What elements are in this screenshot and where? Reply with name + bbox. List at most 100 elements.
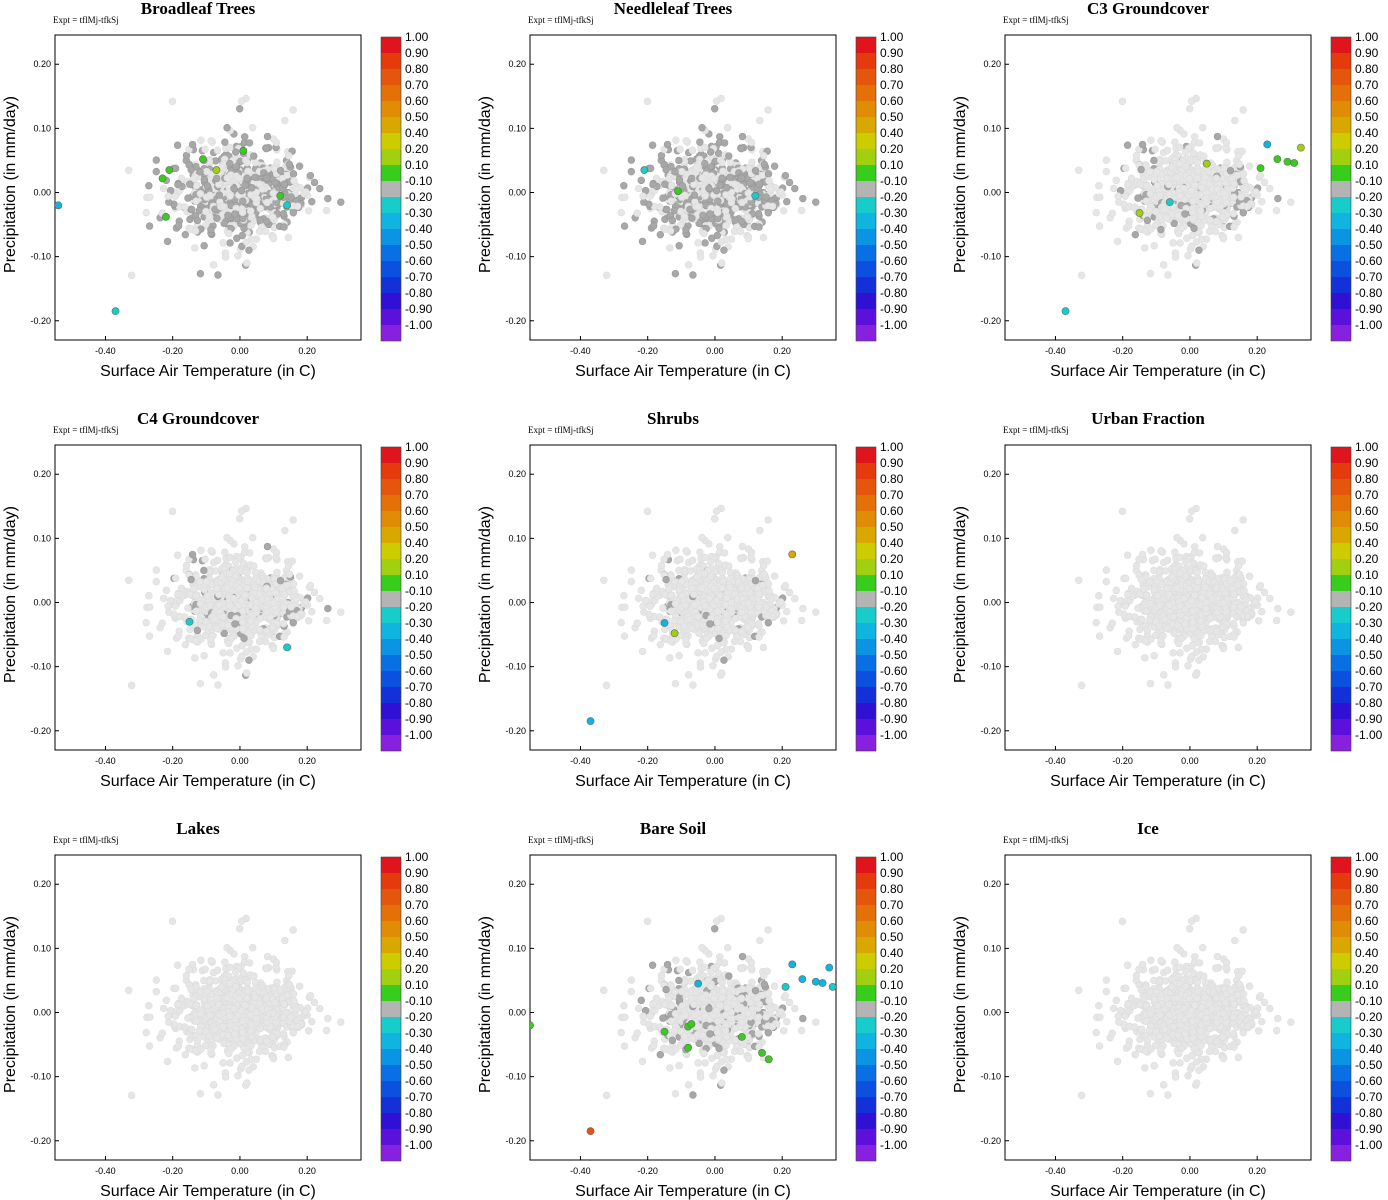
scatter-point-dark xyxy=(237,186,246,195)
x-tick-label: 0.00 xyxy=(1181,346,1199,356)
scatter-point-light xyxy=(701,602,709,610)
scatter-point-light xyxy=(659,604,667,612)
scatter-point-light xyxy=(779,617,788,625)
y-tick-label: 0.00 xyxy=(508,188,526,198)
x-tick-label: 0.20 xyxy=(773,346,791,356)
expt-label: Expt = tflMj-tfkSj xyxy=(1003,15,1069,25)
colorbar-swatch xyxy=(856,85,876,101)
scatter-point-light xyxy=(1254,207,1263,215)
scatter-point-light xyxy=(290,177,298,185)
scatter-point-light xyxy=(696,253,705,261)
scatter-point-light xyxy=(232,572,240,581)
colorbar-swatch xyxy=(1331,325,1351,341)
scatter-point-light xyxy=(620,592,628,600)
scatter-point-light xyxy=(164,192,172,200)
scatter-point-light xyxy=(1187,97,1196,105)
scatter-point-light xyxy=(667,591,676,600)
scatter-point-dark xyxy=(324,604,332,613)
scatter-point-light xyxy=(205,622,214,630)
colorbar-label: 0.10 xyxy=(880,568,904,582)
scatter-point-light xyxy=(1266,184,1274,193)
scatter-point-light xyxy=(759,233,768,242)
scatter-point-light xyxy=(678,167,686,176)
scatter-points xyxy=(1075,504,1295,690)
colorbar-swatch xyxy=(856,197,876,213)
colorbar-swatch xyxy=(381,511,401,527)
scatter-point-light xyxy=(304,207,313,215)
scatter-point-dark xyxy=(316,184,324,193)
scatter-point-dark xyxy=(200,566,208,575)
scatter-point-dark xyxy=(701,159,709,168)
scatter-point-dark xyxy=(646,164,655,173)
scatter-point-dark xyxy=(662,165,670,174)
scatter-point-dark xyxy=(738,132,747,141)
scatter-point-light xyxy=(768,612,777,620)
scatter-point-light xyxy=(667,197,675,205)
colorbar-swatch xyxy=(381,69,401,85)
y-tick-label: -0.20 xyxy=(980,316,1001,326)
scatter-point-light xyxy=(737,584,746,592)
scatter-point-light xyxy=(621,603,629,611)
scatter-point-light xyxy=(310,588,319,597)
colorbar-label: -0.60 xyxy=(405,254,433,268)
scatter-point-dark xyxy=(187,165,195,174)
colorbar-label: -0.70 xyxy=(405,270,433,284)
scatter-point-light xyxy=(256,204,265,213)
scatter-point-light xyxy=(711,515,719,523)
scatter-point-light xyxy=(1165,191,1174,199)
scatter-point-light xyxy=(262,584,271,592)
colorbar-label: 0.90 xyxy=(880,46,904,60)
x-axis-label: Surface Air Temperature (in C) xyxy=(100,363,316,380)
scatter-point-light xyxy=(688,146,697,155)
colorbar-label: -0.80 xyxy=(405,286,433,300)
colorbar-swatch xyxy=(856,117,876,133)
scatter-point-light xyxy=(1156,191,1164,200)
x-tick-label: 0.00 xyxy=(231,346,249,356)
scatter-point-dark xyxy=(262,174,271,182)
scatter-point-light xyxy=(191,654,199,662)
colorbar-swatch xyxy=(381,655,401,671)
scatter-point-light xyxy=(738,608,746,617)
scatter-point-dark xyxy=(751,576,760,585)
scatter-point-light xyxy=(1242,185,1250,194)
scatter-point-light xyxy=(1223,158,1231,167)
scatter-points xyxy=(600,94,820,280)
scatter-point-light xyxy=(633,619,641,627)
scatter-point-dark xyxy=(263,542,272,551)
scatter-point-light xyxy=(646,192,654,201)
scatter-point-light xyxy=(707,558,715,566)
x-tick-label: -0.40 xyxy=(570,346,591,356)
scatter-point-light xyxy=(785,588,794,597)
scatter-point-light xyxy=(1162,174,1171,183)
scatter-point-light xyxy=(252,598,261,607)
scatter-point-dark xyxy=(725,152,733,160)
colorbar-swatch xyxy=(381,149,401,165)
scatter-point-dark xyxy=(324,194,332,203)
scatter-point-dark xyxy=(239,214,247,223)
scatter-point-light xyxy=(719,577,727,585)
colorbar-swatch xyxy=(856,229,876,245)
scatter-point-light xyxy=(295,572,304,580)
colorbar-label: -0.10 xyxy=(1355,174,1383,188)
scatter-point-dark xyxy=(226,239,234,247)
colorbar-swatch xyxy=(1331,165,1351,181)
scatter-point-light xyxy=(197,546,205,554)
colorbar-label: 1.00 xyxy=(1355,30,1379,44)
x-tick-label: -0.40 xyxy=(570,756,591,766)
scatter-point-light xyxy=(1132,151,1141,160)
scatter-point-dark xyxy=(1274,194,1282,203)
scatter-point-highlight xyxy=(162,212,170,221)
scatter-point-dark xyxy=(723,184,731,192)
colorbar-label: 0.60 xyxy=(405,504,429,518)
scatter-point-light xyxy=(226,602,234,610)
scatter-point-light xyxy=(1176,143,1184,152)
scatter-point-light xyxy=(181,640,190,649)
scatter-point-light xyxy=(690,601,699,609)
colorbar-label: -0.70 xyxy=(880,270,908,284)
scatter-point-light xyxy=(245,549,254,557)
y-tick-label: -0.10 xyxy=(30,662,51,672)
colorbar-frame xyxy=(380,446,402,752)
colorbar-label: -0.50 xyxy=(1355,238,1383,252)
scatter-point-light xyxy=(712,596,721,605)
